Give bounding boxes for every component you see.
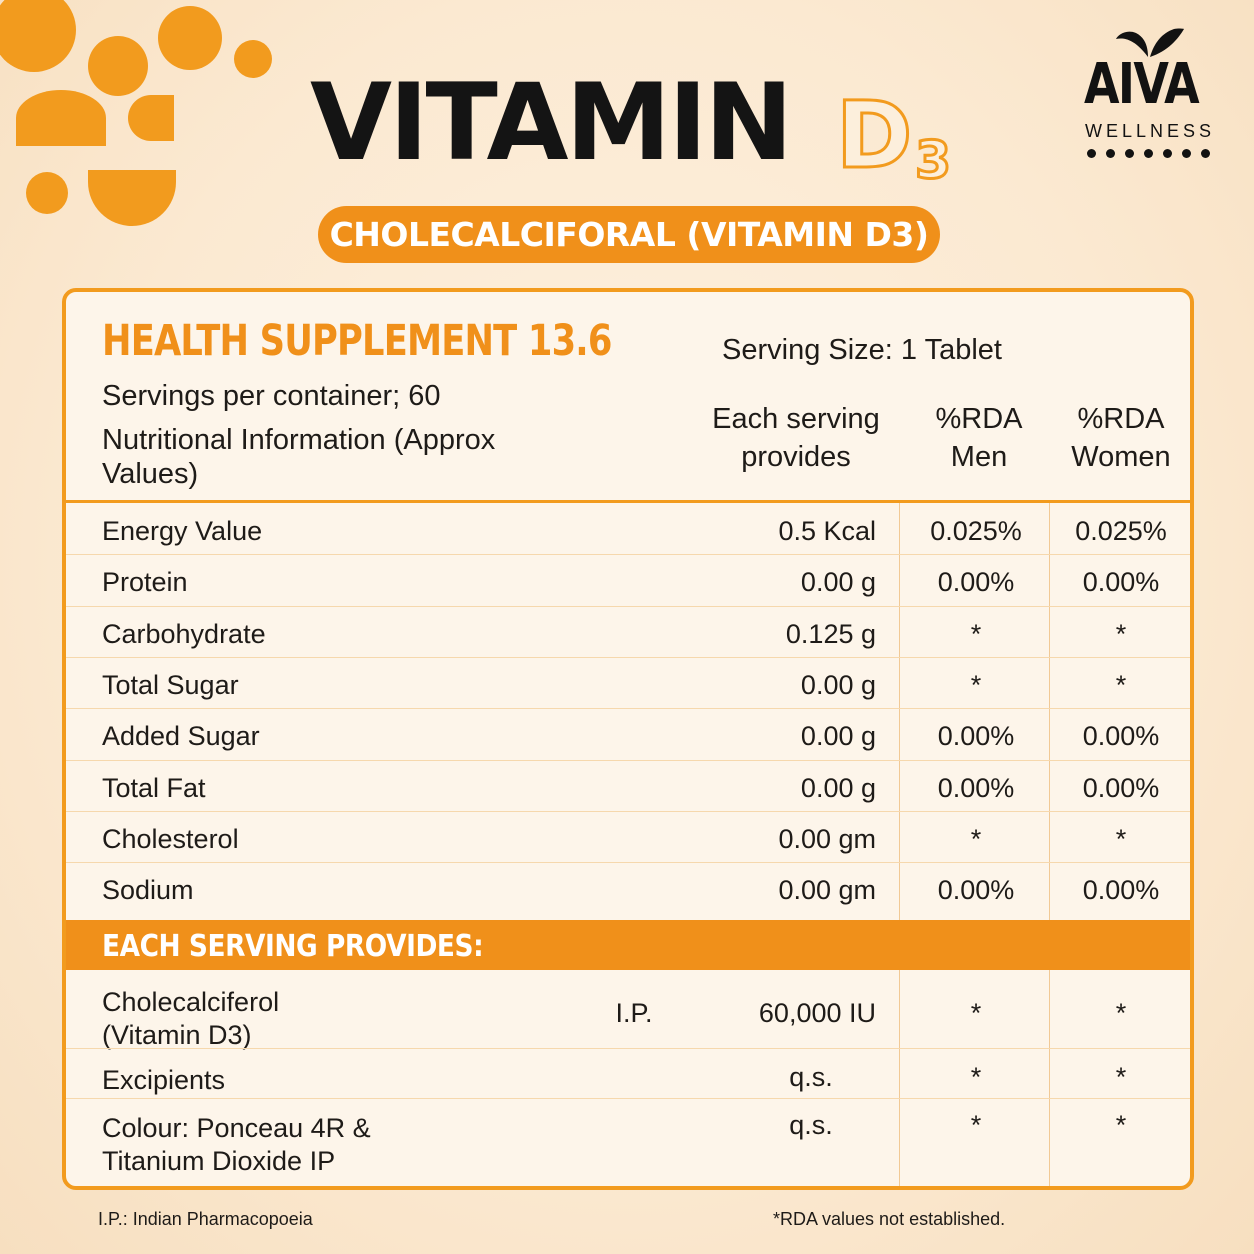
ingredient-amount: q.s. — [789, 1062, 833, 1092]
nutrient-name: Cholesterol — [102, 823, 239, 854]
nutrient-rda-men: 0.00% — [937, 875, 1015, 906]
ingredient-row: Excipients q.s. * * — [66, 1048, 1190, 1098]
ingredient-row: Colour: Ponceau 4R & Titanium Dioxide IP… — [66, 1098, 1190, 1186]
nutrient-rda-men: 0.00% — [937, 567, 1015, 598]
nutrient-amount: 0.00 gm — [778, 823, 876, 854]
nutrient-rda-men: * — [970, 618, 982, 649]
ingredient-name: Excipients — [102, 1065, 226, 1095]
row-divider — [66, 759, 1190, 761]
nutrient-rda-women: 0.00% — [1082, 772, 1160, 803]
subtitle-badge: CHOLECALCIFORAL (VITAMIN D3) — [318, 206, 940, 263]
ingredient-amount: q.s. — [789, 1110, 833, 1140]
ingredient-rda-men: * — [970, 1110, 982, 1140]
column-header-each-serving: Each serving provides — [712, 403, 880, 473]
column-divider — [1049, 503, 1050, 921]
nutrient-rda-women: * — [1115, 823, 1127, 854]
row-divider — [66, 862, 1190, 864]
nutrient-row: Total Fat 0.00 g 0.00% 0.00% — [66, 759, 1190, 811]
footnote-rda: *RDA values not established. — [773, 1209, 1006, 1229]
ingredient-grade: I.P. — [615, 998, 653, 1028]
ingredient-rda-women: * — [1115, 1110, 1127, 1140]
ingredient-amount: 60,000 IU — [758, 998, 876, 1028]
ingredient-row: Cholecalciferol (Vitamin D3) I.P. 60,000 I… — [66, 970, 1190, 1050]
row-divider — [66, 708, 1190, 710]
panel-heading: HEALTH SUPPLEMENT 13.6 — [102, 316, 612, 366]
nutrient-row: Cholesterol 0.00 gm * * — [66, 810, 1190, 862]
column-divider — [899, 503, 900, 921]
nutrient-amount: 0.125 g — [785, 618, 876, 649]
column-divider — [899, 970, 900, 1186]
ingredient-rda-women: * — [1115, 1062, 1127, 1092]
nutrient-rda-men: 0.025% — [930, 516, 1022, 546]
nutrient-name: Sodium — [102, 875, 194, 906]
nutrient-name: Total Sugar — [102, 669, 239, 700]
nutrient-name: Carbohydrate — [102, 618, 266, 649]
page-title: VITAMIN — [310, 61, 793, 184]
nutrient-name: Added Sugar — [102, 721, 260, 752]
row-divider — [66, 605, 1190, 607]
nutrient-name: Total Fat — [102, 772, 206, 803]
nutrient-row: Total Sugar 0.00 g * * — [66, 656, 1190, 708]
nutrient-rda-men: * — [970, 823, 982, 854]
nutrient-rda-men: 0.00% — [937, 721, 1015, 752]
nutrient-rda-women: 0.00% — [1082, 875, 1160, 906]
row-divider — [66, 1098, 1190, 1099]
column-header-rda-men: %RDA Men — [935, 403, 1023, 473]
row-divider — [66, 656, 1190, 658]
footnote-ip: I.P.: Indian Pharmacopoeia — [98, 1209, 313, 1229]
nutrient-name: Energy Value — [102, 516, 263, 546]
nutrient-rda-women: * — [1115, 618, 1127, 649]
ingredient-name: Cholecalciferol (Vitamin D3) — [102, 987, 280, 1050]
brand-dots — [1087, 149, 1217, 159]
nutrient-row: Added Sugar 0.00 g 0.00% 0.00% — [66, 708, 1190, 759]
nutrient-amount: 0.00 g — [800, 772, 876, 803]
nutritional-info-label: Nutritional Information (Approx Values) — [102, 424, 496, 490]
nutrient-amount: 0.00 gm — [778, 875, 876, 906]
ingredient-rda-women: * — [1115, 998, 1127, 1028]
nutrient-row: Sodium 0.00 gm 0.00% 0.00% — [66, 862, 1190, 913]
title-accent-subscript: 3 — [913, 131, 952, 191]
nutrient-amount: 0.00 g — [800, 567, 876, 598]
nutrient-rda-women: 0.025% — [1075, 516, 1167, 546]
nutrient-name: Protein — [102, 567, 188, 598]
row-divider — [66, 1048, 1190, 1049]
ingredient-rda-men: * — [970, 1062, 982, 1092]
leaf-icon — [1116, 28, 1184, 57]
nutrient-rda-men: * — [970, 669, 982, 700]
servings-per-container: Servings per container; 60 — [102, 380, 441, 412]
row-divider — [66, 810, 1190, 812]
brand-tagline: WELLNESS — [1084, 121, 1216, 141]
nutrient-rda-women: 0.00% — [1082, 721, 1160, 752]
title-accent-letter: D — [834, 82, 913, 189]
section-band-label: EACH SERVING PROVIDES: — [102, 929, 484, 964]
header-divider — [66, 500, 1190, 503]
serving-size: Serving Size: 1 Tablet — [722, 334, 1002, 366]
nutrient-row: Protein 0.00 g 0.00% 0.00% — [66, 554, 1190, 605]
section-band: EACH SERVING PROVIDES: — [66, 920, 1190, 970]
column-divider — [1049, 970, 1050, 1186]
column-header-rda-women: %RDA Women — [1071, 403, 1171, 473]
ingredient-name: Colour: Ponceau 4R & Titanium Dioxide IP — [102, 1113, 371, 1176]
nutrient-amount: 0.00 g — [800, 721, 876, 752]
nutrient-amount: 0.00 g — [800, 669, 876, 700]
ingredient-rda-men: * — [970, 998, 982, 1028]
nutrient-rda-men: 0.00% — [937, 772, 1015, 803]
row-divider — [66, 554, 1190, 556]
nutrient-amount: 0.5 Kcal — [778, 516, 876, 546]
nutrient-rda-women: * — [1115, 669, 1127, 700]
brand-logo: AIVA WELLNESS — [1084, 25, 1218, 165]
nutrient-rda-women: 0.00% — [1082, 567, 1160, 598]
nutrition-panel: HEALTH SUPPLEMENT 13.6 Serving Size: 1 T… — [62, 288, 1194, 1190]
nutrient-row: Energy Value 0.5 Kcal 0.025% 0.025% — [66, 503, 1190, 554]
nutrient-row: Carbohydrate 0.125 g * * — [66, 605, 1190, 657]
brand-name: AIVA — [1084, 52, 1200, 117]
